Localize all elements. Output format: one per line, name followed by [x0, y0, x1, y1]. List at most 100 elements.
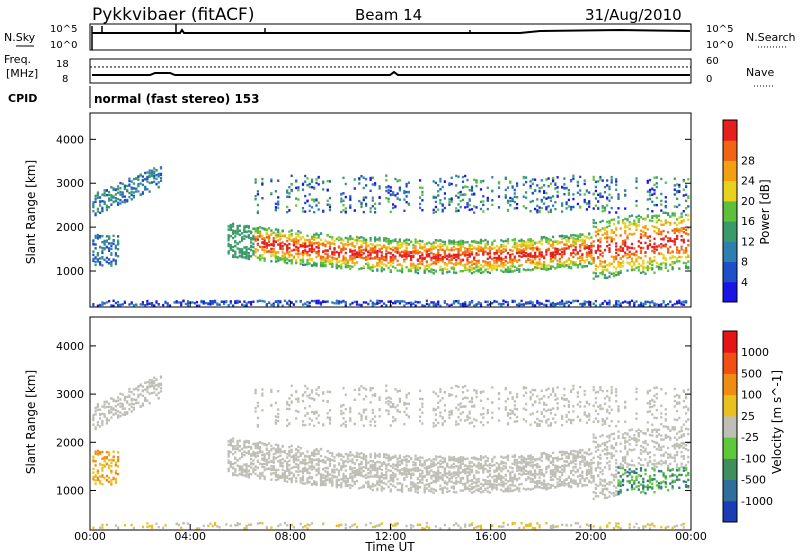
power-echo: [351, 254, 354, 257]
power-echo: [114, 199, 117, 203]
power-echo: [308, 204, 311, 207]
power-echo: [130, 198, 133, 201]
power-echo: [304, 263, 307, 266]
power-echo: [405, 247, 408, 250]
power-echo: [644, 266, 647, 269]
velocity-echo: [340, 482, 343, 485]
power-echo: [606, 233, 609, 236]
power-echo: [103, 202, 106, 206]
velocity-echo: [256, 405, 259, 408]
power-echo: [96, 304, 99, 307]
velocity-echo: [155, 393, 158, 396]
power-echo: [556, 251, 559, 254]
power-echo: [646, 190, 649, 193]
power-echo: [491, 176, 494, 179]
power-echo: [310, 257, 314, 261]
power-echo: [572, 263, 575, 266]
power-echo: [594, 197, 597, 200]
power-echo: [277, 304, 280, 307]
power-echo: [437, 254, 440, 258]
power-echo: [342, 256, 345, 259]
power-echo: [365, 204, 368, 207]
power-echo: [105, 208, 108, 212]
power-echo: [667, 212, 670, 215]
power-echo: [516, 196, 519, 199]
power-echo: [353, 263, 356, 267]
power-echo: [135, 187, 138, 190]
power-echo: [437, 300, 440, 303]
power-echo: [123, 301, 126, 304]
power-echo: [552, 235, 555, 239]
power-echo: [259, 226, 262, 229]
power-echo: [497, 250, 501, 253]
velocity-echo: [279, 461, 282, 464]
power-echo: [315, 181, 318, 185]
power-echo: [132, 304, 135, 307]
power-echo: [324, 244, 327, 248]
power-echo: [114, 244, 117, 247]
power-echo: [313, 248, 316, 251]
power-echo: [657, 267, 661, 271]
power-echo: [101, 257, 104, 260]
power-echo: [396, 300, 399, 303]
power-echo: [272, 239, 275, 242]
power-echo: [630, 260, 634, 263]
power-echo: [385, 174, 388, 177]
power-echo: [234, 255, 237, 259]
power-echo: [516, 242, 519, 245]
power-echo: [662, 255, 665, 258]
power-echo: [639, 271, 643, 275]
power-echo: [117, 235, 120, 238]
power-echo: [561, 250, 564, 254]
power-echo: [315, 255, 318, 259]
power-echo: [130, 187, 133, 191]
velocity-echo: [121, 413, 124, 416]
power-echo: [506, 208, 510, 212]
power-echo: [261, 255, 264, 258]
power-echo: [513, 239, 516, 242]
power-echo: [667, 231, 670, 234]
power-echo: [99, 200, 102, 203]
power-echo: [439, 248, 442, 251]
power-echo: [146, 171, 149, 174]
power-echo: [146, 176, 149, 179]
power-echo: [297, 198, 300, 201]
power-echo: [565, 243, 568, 247]
velocity-echo: [148, 392, 151, 395]
power-echo: [414, 245, 417, 248]
power-echo: [351, 249, 354, 253]
velocity-echo: [301, 469, 305, 473]
power-echo: [313, 299, 316, 303]
power-echo: [450, 257, 453, 260]
power-echo: [464, 193, 467, 196]
velocity-echo: [299, 452, 302, 455]
power-echo: [581, 264, 584, 268]
power-echo: [425, 251, 428, 255]
velocity-echo: [117, 455, 120, 459]
power-echo: [459, 205, 462, 209]
power-echo: [295, 180, 298, 183]
power-echo: [450, 266, 453, 269]
power-echo: [603, 260, 607, 263]
power-echo: [380, 262, 383, 265]
power-echo: [362, 186, 365, 190]
velocity-echo: [159, 390, 163, 393]
power-echo: [378, 236, 381, 240]
power-echo: [141, 192, 144, 195]
power-echo: [376, 257, 379, 260]
power-echo: [642, 259, 645, 262]
power-echo: [324, 252, 327, 255]
velocity-echo: [333, 468, 336, 472]
velocity-echo: [295, 390, 298, 394]
power-echo: [651, 245, 654, 249]
power-echo: [331, 261, 334, 264]
velocity-echo: [301, 468, 305, 471]
power-echo: [545, 208, 548, 211]
power-echo: [108, 190, 111, 194]
power-echo: [295, 242, 298, 245]
velocity-echo: [121, 402, 124, 406]
power-echo: [317, 234, 320, 237]
power-echo: [195, 304, 199, 307]
velocity-echo: [331, 482, 334, 486]
velocity-echo: [259, 462, 262, 465]
